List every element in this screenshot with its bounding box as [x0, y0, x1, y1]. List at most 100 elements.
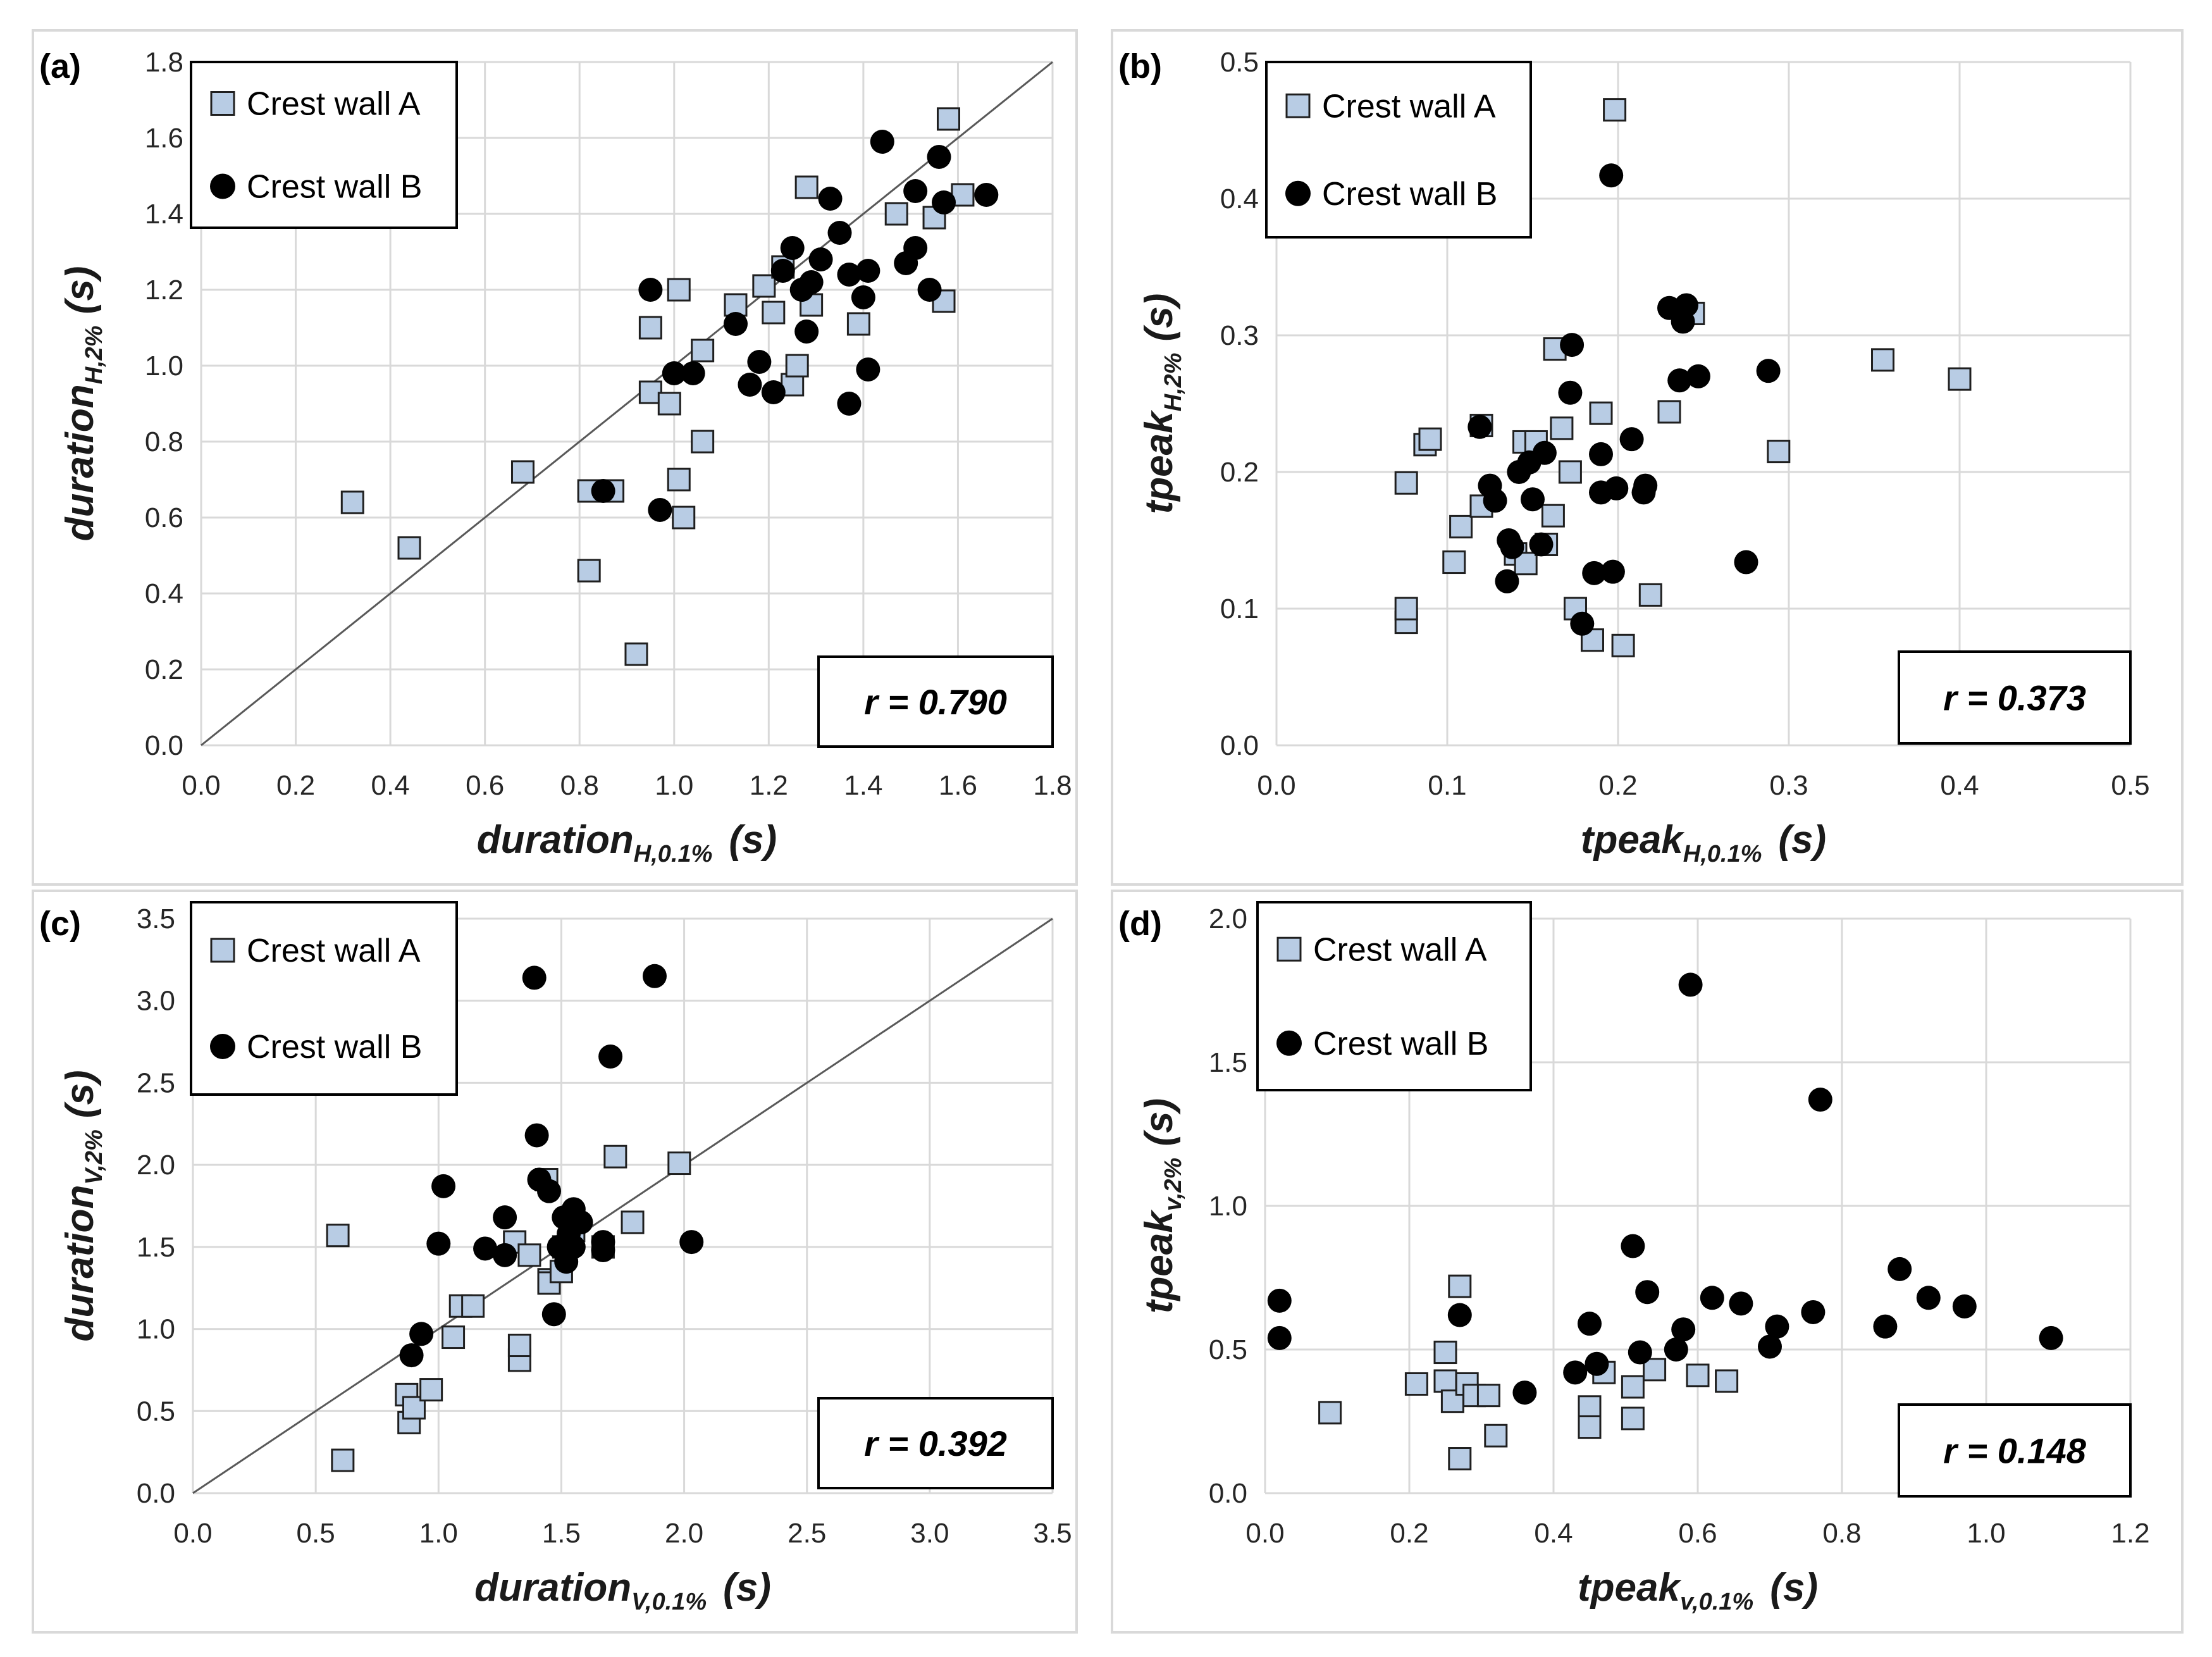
data-point-square — [667, 468, 691, 492]
data-point-circle — [1619, 427, 1644, 452]
data-point-square — [1948, 367, 1972, 391]
data-point-circle — [638, 278, 663, 302]
data-point-square — [667, 1151, 691, 1176]
x-tick-label: 0.4 — [1940, 770, 1979, 801]
data-point-square — [1767, 440, 1791, 464]
data-point-square — [1643, 1358, 1667, 1382]
data-point-square — [657, 392, 681, 416]
legend-label: Crest wall B — [247, 169, 422, 206]
panel-b: 0.0 0.1 0.2 0.3 0.4 0.50.00.10.20.30.40.5Cres… — [1111, 29, 2184, 886]
y-tick-label: 2.0 — [137, 1150, 175, 1181]
identity-line — [201, 61, 1053, 747]
legend-circle-marker — [1285, 180, 1311, 206]
data-point-circle — [1686, 364, 1710, 388]
data-point-square — [1433, 1369, 1457, 1393]
data-point-circle — [1267, 1325, 1292, 1350]
y-tick-label: 1.2 — [145, 275, 183, 306]
panel-label: (c) — [39, 905, 81, 943]
data-point-square — [1638, 583, 1662, 607]
x-tick-label: 3.5 — [1033, 1518, 1072, 1549]
y-tick-label: 3.5 — [137, 903, 175, 934]
x-tick-label: 1.0 — [1967, 1518, 2005, 1549]
data-point-square — [1404, 1372, 1428, 1396]
data-point-square — [577, 559, 601, 583]
data-point-square — [1558, 460, 1582, 484]
legend-square-marker — [210, 91, 235, 116]
data-point-circle — [1599, 163, 1624, 188]
y-axis-label: tpeakv,2%(s) — [1137, 1098, 1187, 1313]
data-point-square — [1657, 400, 1681, 424]
data-point-circle — [1678, 972, 1703, 997]
legend-box — [1256, 901, 1532, 1091]
data-point-circle — [681, 361, 705, 385]
data-point-square — [752, 274, 776, 298]
data-point-square — [624, 642, 648, 666]
panel-label: (b) — [1118, 47, 1162, 85]
y-tick-label: 0.2 — [1220, 457, 1259, 488]
data-point-circle — [1267, 1288, 1292, 1313]
x-tick-label: 0.3 — [1769, 770, 1808, 801]
x-tick-label: 1.5 — [542, 1518, 581, 1549]
data-point-circle — [917, 278, 942, 302]
legend: Crest wall A Crest wall B — [190, 61, 458, 229]
y-tick-label: 1.0 — [145, 351, 183, 382]
data-point-circle — [679, 1230, 704, 1255]
x-tick-label: 0.2 — [1598, 770, 1637, 801]
data-point-circle — [648, 498, 672, 522]
legend-label: Crest wall A — [1313, 931, 1487, 968]
data-point-square — [672, 506, 696, 530]
x-tick-label: 0.0 — [173, 1518, 212, 1549]
data-point-circle — [1495, 569, 1519, 593]
data-point-square — [507, 1334, 531, 1358]
data-point-square — [603, 1145, 627, 1169]
data-point-square — [1448, 1447, 1472, 1471]
legend-box — [190, 901, 458, 1096]
data-point-circle — [1521, 487, 1545, 512]
data-point-circle — [591, 479, 615, 503]
data-point-square — [691, 430, 715, 454]
data-point-square — [800, 293, 824, 317]
annotation-box — [817, 1397, 1054, 1489]
data-point-circle — [1700, 1286, 1724, 1310]
series-crest-wall-a — [340, 107, 975, 666]
data-point-square — [794, 175, 819, 199]
y-tick-label: 1.8 — [145, 47, 183, 78]
x-tick-label: 1.0 — [419, 1518, 458, 1549]
data-point-circle — [1512, 1381, 1537, 1405]
data-point-square — [1603, 98, 1627, 122]
data-point-square — [1449, 514, 1473, 538]
data-point-circle — [561, 1234, 586, 1259]
data-point-circle — [1671, 1317, 1696, 1342]
data-point-circle — [1635, 1280, 1660, 1305]
data-point-circle — [1667, 368, 1692, 393]
panel-frame — [32, 890, 1078, 1634]
data-point-circle — [642, 964, 667, 988]
data-point-square — [1433, 1341, 1457, 1365]
legend-label: Crest wall A — [1322, 88, 1496, 125]
data-point-circle — [1952, 1294, 1977, 1319]
data-point-square — [846, 312, 870, 336]
data-point-circle — [927, 145, 951, 169]
x-tick-label: 3.0 — [910, 1518, 949, 1549]
data-point-circle — [1873, 1314, 1898, 1339]
data-point-circle — [541, 1302, 566, 1327]
data-point-square — [1476, 1384, 1500, 1408]
data-point-circle — [818, 187, 843, 211]
data-point-circle — [1734, 550, 1758, 574]
data-point-circle — [662, 361, 686, 385]
correlation-annotation: r = 0.790 — [864, 682, 1007, 722]
y-axis-label: durationV,2%(s) — [58, 1070, 108, 1341]
data-point-circle — [837, 392, 862, 416]
data-point-circle — [761, 380, 786, 404]
data-point-square — [638, 316, 662, 340]
x-tick-label: 0.2 — [1390, 1518, 1428, 1549]
x-tick-label: 2.0 — [665, 1518, 703, 1549]
data-point-square — [936, 107, 960, 131]
x-tick-label: 0.6 — [1678, 1518, 1717, 1549]
data-point-square — [1394, 597, 1418, 621]
x-axis-label: durationV,0.1% (s) — [474, 1566, 771, 1615]
data-point-square — [1621, 1375, 1645, 1399]
data-point-circle — [1628, 1340, 1652, 1365]
x-tick-label: 0.0 — [1257, 770, 1295, 801]
x-tick-label: 0.5 — [297, 1518, 335, 1549]
